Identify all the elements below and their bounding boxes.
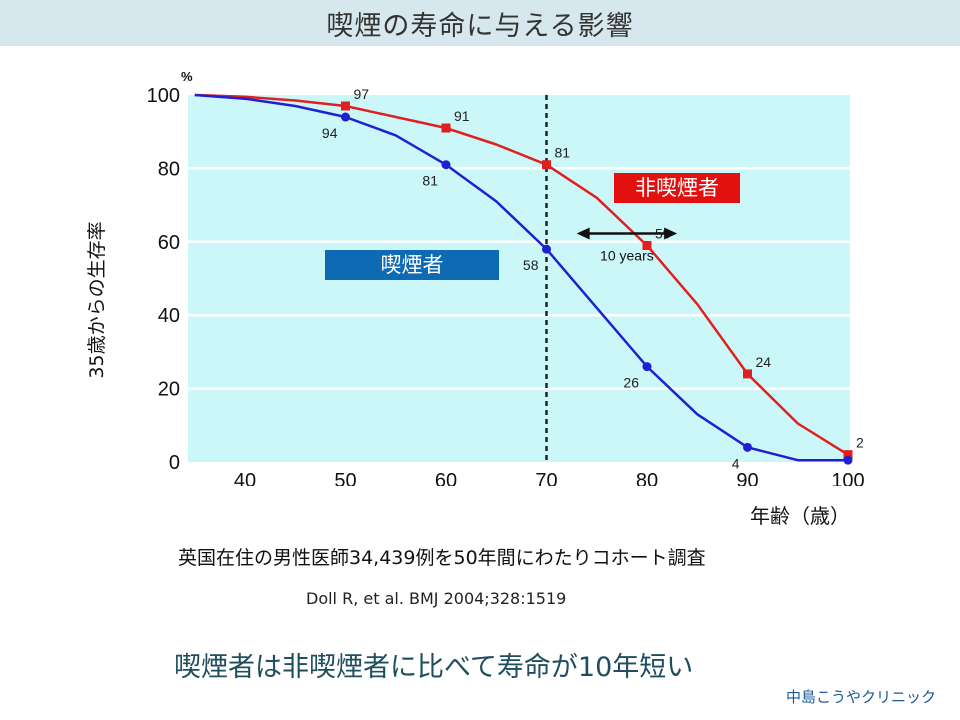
y-tick-label: 60 (158, 232, 180, 254)
x-tick-label: 40 (234, 470, 256, 486)
legend-smoker: 喫煙者 (325, 250, 499, 280)
study-caption: 英国在住の男性医師34,439例を50年間にわたりコホート調査 (178, 547, 706, 569)
x-tick-label: 90 (736, 470, 758, 486)
nonsmoker-point-label: 81 (555, 145, 571, 161)
nonsmoker-point (743, 369, 752, 379)
smoker-point (642, 362, 652, 372)
smoker-point-label: 26 (623, 375, 639, 391)
nonsmoker-point (341, 101, 350, 111)
legend-nonsmoker: 非喫煙者 (614, 173, 740, 203)
interval-arrow-head-left (576, 227, 590, 240)
conclusion: 喫煙者は非喫煙者に比べて寿命が10年短い (174, 652, 694, 683)
smoker-point (341, 112, 350, 122)
smoker-point-label: 4 (732, 455, 740, 471)
y-axis-title: 35歳からの生存率 (86, 221, 108, 379)
x-tick-label: 60 (435, 470, 457, 486)
nonsmoker-point (542, 160, 551, 170)
y-unit-label: % (181, 69, 193, 84)
smoker-point-label: 58 (523, 257, 539, 273)
y-tick-label: 100 (147, 85, 180, 107)
nonsmoker-point-label: 24 (756, 354, 772, 370)
plot-area (188, 95, 850, 462)
x-tick-label: 100 (831, 470, 864, 486)
smoker-point (542, 244, 551, 254)
nonsmoker-survival-line (194, 93, 849, 456)
nonsmoker-point (843, 450, 853, 460)
clinic-brand: 中島こうやクリニック (786, 688, 937, 706)
nonsmoker-point-label: 91 (454, 108, 470, 124)
title-bar: 喫煙の寿命に与える影響 (0, 0, 960, 46)
smoker-point (843, 455, 853, 465)
x-tick-label: 70 (535, 470, 557, 486)
x-axis-title: 年齢（歳） (750, 504, 850, 528)
nonsmoker-point (441, 123, 451, 133)
x-tick-label: 50 (334, 470, 356, 486)
nonsmoker-point-label: 2 (856, 435, 864, 451)
citation: Doll R, et al. BMJ 2004;328:1519 (306, 589, 567, 608)
page-title: 喫煙の寿命に与える影響 (326, 10, 634, 42)
y-tick-label: 40 (158, 305, 180, 327)
nonsmoker-point (642, 240, 652, 250)
smoker-point-label: 81 (422, 173, 438, 189)
smoker-survival-line (194, 93, 848, 462)
y-tick-label: 0 (169, 452, 180, 474)
x-tick-label: 80 (636, 470, 658, 486)
y-tick-label: 20 (158, 379, 180, 401)
smoker-point-label: 94 (322, 125, 338, 141)
y-tick-label: 80 (158, 158, 180, 180)
smoker-point (441, 160, 451, 170)
interval-arrow-head-right (664, 227, 678, 240)
smoker-point (743, 442, 752, 452)
nonsmoker-point-label: 97 (354, 86, 370, 102)
interval-label: 10 years (600, 248, 654, 264)
